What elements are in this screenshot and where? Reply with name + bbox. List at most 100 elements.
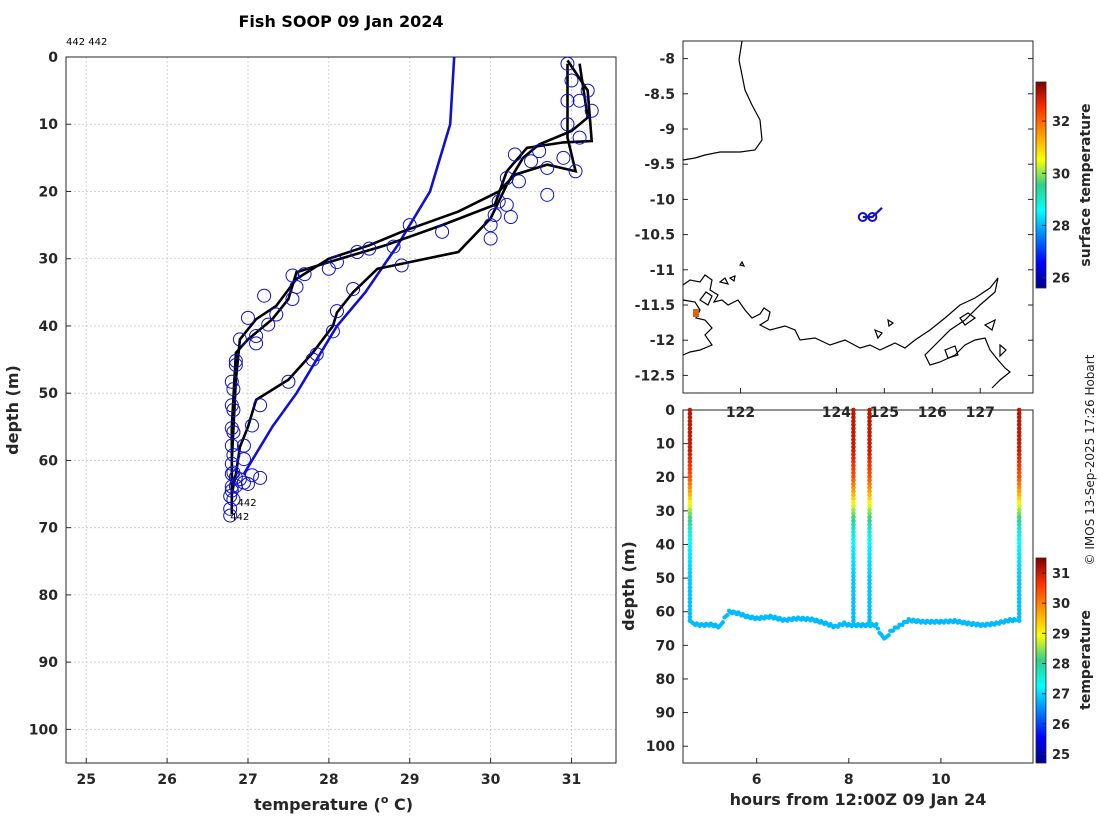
cast-point xyxy=(1016,514,1022,520)
cast-point xyxy=(851,459,856,465)
cast-point xyxy=(1016,485,1022,490)
cast-point xyxy=(851,518,856,524)
profile-xtick-label: 27 xyxy=(238,772,257,788)
cast-point xyxy=(867,514,872,520)
cast-point xyxy=(867,477,872,483)
cast-point xyxy=(1016,548,1022,553)
cast-point xyxy=(851,548,856,553)
cast-point xyxy=(851,444,856,450)
bottom-point xyxy=(886,633,891,638)
profile-xtick-label: 31 xyxy=(562,772,581,788)
timeseries-colorbar-tick-label: 26 xyxy=(1052,718,1070,733)
timeseries-colorbar xyxy=(1035,557,1047,764)
cast-point xyxy=(867,440,872,446)
cast-point xyxy=(867,418,872,424)
cast-point xyxy=(687,585,693,590)
cast-point xyxy=(1016,551,1022,557)
profile-xlabel-sup: o xyxy=(381,793,389,806)
cast-point xyxy=(1016,544,1022,550)
cast-point xyxy=(1016,529,1022,535)
cast-point xyxy=(851,533,856,539)
map-ytick-label: -8 xyxy=(659,52,675,68)
timeseries-axes-frame xyxy=(682,409,1034,764)
cast-point xyxy=(851,455,856,461)
map-colorbar-tick-label: 32 xyxy=(1052,115,1070,130)
profile-marker xyxy=(564,73,579,88)
profile-ytick-label: 20 xyxy=(39,184,59,200)
profile-marker xyxy=(346,281,361,296)
cast-point xyxy=(867,500,872,505)
cast-point xyxy=(867,529,872,535)
cast-point xyxy=(851,477,856,483)
profile-marker xyxy=(487,208,502,223)
cast-point xyxy=(851,529,856,535)
cast-point xyxy=(687,526,693,531)
timeseries-ytick-label: 90 xyxy=(656,706,676,722)
profile-marker xyxy=(309,347,324,362)
cast-point xyxy=(1016,574,1022,579)
cast-point xyxy=(851,492,856,498)
cast-point xyxy=(687,440,693,446)
cast-point xyxy=(1016,481,1022,487)
cast-point xyxy=(1016,518,1022,524)
cast-point xyxy=(867,577,872,583)
profile-line xyxy=(230,63,578,515)
cast-point xyxy=(687,474,693,479)
bottom-point xyxy=(720,620,726,625)
cast-point xyxy=(851,585,856,590)
cast-point xyxy=(1016,433,1022,439)
bottom-point xyxy=(725,612,730,618)
cast-point xyxy=(851,418,856,424)
profile-marker xyxy=(226,403,241,417)
profile-marker xyxy=(236,452,251,467)
cast-point xyxy=(867,466,872,472)
profile-ytick-label: 30 xyxy=(39,252,59,268)
cast-point xyxy=(867,533,872,539)
profile-marker xyxy=(325,324,340,339)
profile-line xyxy=(230,63,590,495)
cast-point xyxy=(867,507,872,513)
cast-point xyxy=(687,496,693,502)
timeseries-ytick-label: 40 xyxy=(656,537,676,553)
cast-point xyxy=(1016,489,1022,494)
timeseries-colorbar-tick-label: 27 xyxy=(1052,688,1070,703)
cast-point xyxy=(1016,522,1022,527)
cast-point xyxy=(1016,585,1022,590)
cast-point xyxy=(851,563,856,568)
map-ytick-label: -9.5 xyxy=(644,157,675,173)
map-xtick-label: 126 xyxy=(918,405,947,421)
map-ytick-label: -11.5 xyxy=(635,298,675,314)
map-axes-frame xyxy=(682,40,1034,394)
cast-point xyxy=(1016,607,1022,612)
cast-point xyxy=(1016,600,1022,605)
map-ytick-label: -9 xyxy=(659,122,675,138)
profile-marker xyxy=(491,194,506,209)
cast-point xyxy=(851,452,856,457)
profile-title: Fish SOOP 09 Jan 2024 xyxy=(239,12,444,31)
profile-ytick-label: 80 xyxy=(39,588,59,604)
cast-point xyxy=(851,574,856,579)
profile-marker xyxy=(224,466,239,481)
cast-point xyxy=(867,566,872,572)
profile-ytick-label: 90 xyxy=(39,655,59,671)
cast-point xyxy=(851,592,856,598)
cast-point xyxy=(867,437,872,442)
timeseries-ytick-label: 50 xyxy=(656,571,676,587)
cast-point xyxy=(851,440,856,446)
cast-point xyxy=(867,463,872,468)
cast-point xyxy=(851,559,856,564)
cast-point xyxy=(867,574,872,579)
cast-point xyxy=(1016,603,1022,609)
cast-point xyxy=(1016,614,1022,620)
profile-xtick-label: 28 xyxy=(319,772,338,788)
cast-point xyxy=(851,426,856,431)
cast-point xyxy=(1016,537,1022,542)
cast-point xyxy=(687,592,693,598)
cast-point xyxy=(851,600,856,605)
profile-marker xyxy=(499,197,514,212)
cast-point xyxy=(687,463,693,468)
profile-marker xyxy=(285,292,300,307)
cast-point xyxy=(867,422,872,428)
timeseries-ytick-label: 0 xyxy=(665,403,675,419)
